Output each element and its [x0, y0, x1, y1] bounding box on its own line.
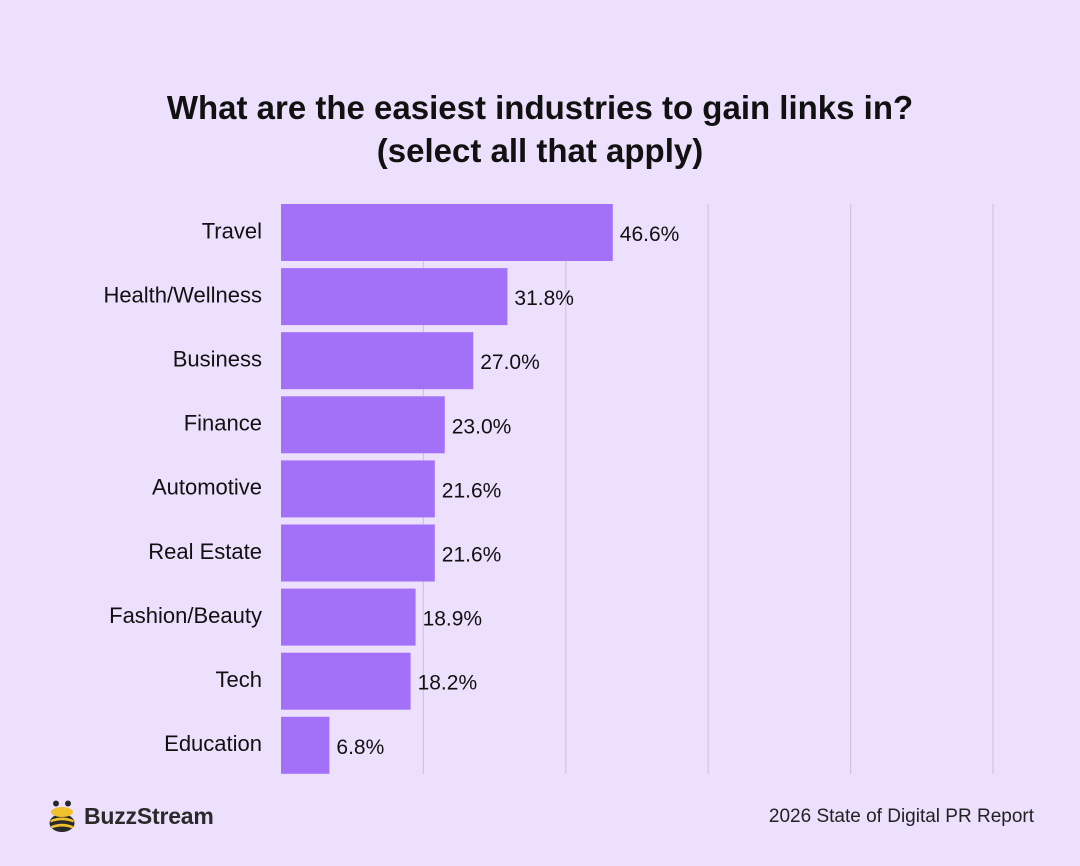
- category-label-0: Travel: [202, 218, 262, 243]
- bar-0: [281, 204, 613, 261]
- value-label-4: 21.6%: [442, 479, 502, 502]
- bar-6: [281, 588, 416, 646]
- category-label-3: Finance: [184, 411, 262, 436]
- category-label-1: Health/Wellness: [103, 282, 262, 307]
- value-label-6: 18.9%: [423, 608, 483, 631]
- bar-1: [281, 268, 508, 326]
- brand-name: BuzzStream: [84, 802, 214, 829]
- bar-2: [281, 332, 474, 390]
- chart-title-line-2: (select all that apply): [376, 132, 704, 169]
- report-name: 2026 State of Digital PR Report: [768, 806, 1034, 827]
- category-label-8: Education: [164, 731, 262, 756]
- chart-title-line-1: What are the easiest industries to gain …: [166, 89, 914, 126]
- value-label-2: 27.0%: [480, 351, 540, 374]
- brand-logo: BuzzStream: [48, 796, 214, 836]
- category-label-7: Tech: [216, 667, 262, 692]
- category-label-4: Automotive: [152, 475, 262, 500]
- value-label-5: 21.6%: [442, 544, 502, 567]
- value-label-7: 18.2%: [418, 672, 478, 695]
- buzzstream-bee-icon: [49, 800, 75, 832]
- category-label-5: Real Estate: [148, 539, 262, 564]
- value-label-1: 31.8%: [514, 287, 574, 310]
- category-label-2: Business: [173, 347, 262, 372]
- value-label-8: 6.8%: [336, 736, 384, 759]
- value-label-3: 23.0%: [452, 415, 512, 438]
- bar-4: [281, 460, 435, 518]
- bar-8: [281, 716, 330, 774]
- category-label-6: Fashion/Beauty: [109, 603, 262, 628]
- bar-5: [281, 524, 435, 582]
- bar-3: [281, 396, 445, 454]
- chart-title: What are the easiest industries to gain …: [0, 86, 1080, 172]
- bar-7: [281, 652, 411, 710]
- value-label-0: 46.6%: [620, 223, 680, 246]
